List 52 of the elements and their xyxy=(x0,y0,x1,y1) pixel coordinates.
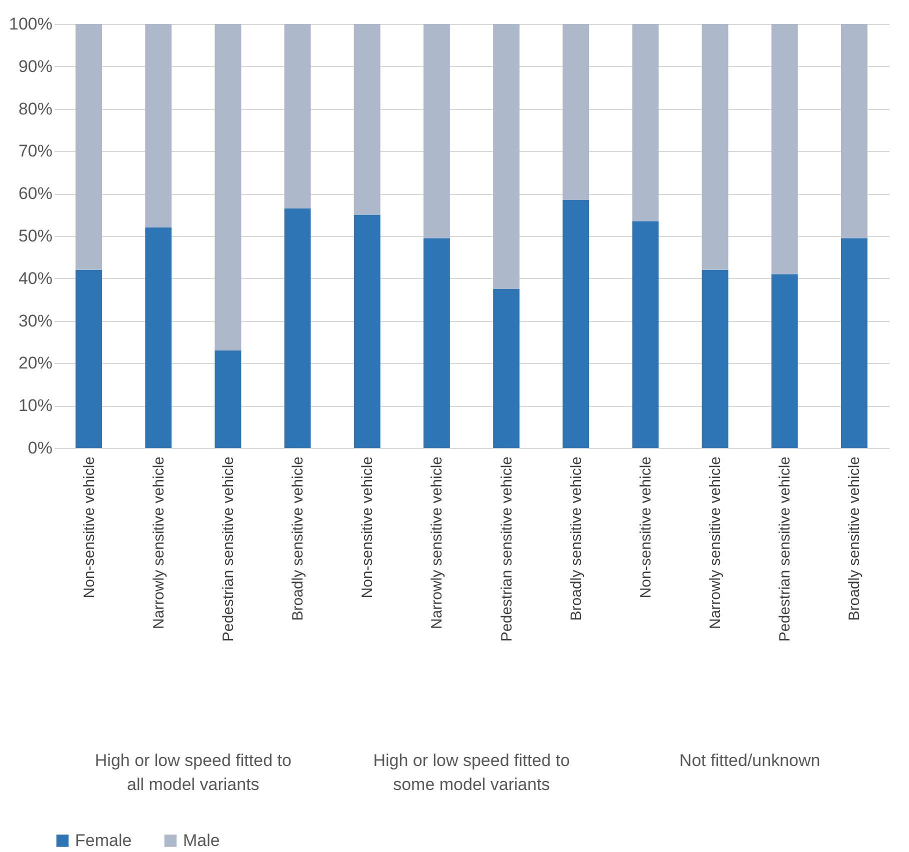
bar xyxy=(284,24,311,208)
y-tick-label: 80% xyxy=(18,99,52,118)
y-tick-label: 40% xyxy=(18,268,52,288)
text: Not fitted/unknown xyxy=(679,751,820,770)
y-tick-label: 50% xyxy=(18,226,52,246)
x-tick-label: Broadly sensitive vehicle xyxy=(290,456,307,621)
x-tick-label: Pedestrian sensitive vehicle xyxy=(498,456,516,642)
x-tick-label: Non-sensitive vehicle xyxy=(359,456,376,598)
bar xyxy=(76,270,102,448)
bar xyxy=(771,274,798,448)
y-tick-label: 30% xyxy=(18,311,52,330)
bar xyxy=(702,270,728,448)
bar xyxy=(562,24,590,200)
x-tick-label: Narrowly sensitive vehicle xyxy=(707,456,724,630)
x-tick-label: Broadly sensitive vehicle xyxy=(568,456,585,621)
bar xyxy=(493,289,520,448)
y-tick-label: 60% xyxy=(18,184,52,204)
x-tick-label: Narrowly sensitive vehicle xyxy=(428,456,446,630)
bar xyxy=(702,24,728,270)
bar xyxy=(840,238,868,448)
x-tick-label: Narrowly sensitive vehicle xyxy=(150,456,168,630)
bar xyxy=(493,24,520,289)
bar xyxy=(214,350,242,448)
bar xyxy=(284,208,311,448)
y-tick-label: 70% xyxy=(18,142,52,161)
bar xyxy=(76,24,102,270)
x-tick-label: Pedestrian sensitive vehicle xyxy=(220,456,237,642)
legend-label: Male xyxy=(183,830,220,850)
x-tick-label: Broadly sensitive vehicle xyxy=(846,456,864,621)
bar xyxy=(354,214,380,448)
y-tick-label: 20% xyxy=(18,354,52,373)
x-tick-label: Non-sensitive vehicle xyxy=(637,456,654,598)
x-tick-label: Non-sensitive vehicle xyxy=(80,456,98,598)
bar xyxy=(632,221,659,448)
bar xyxy=(632,24,659,222)
y-tick-label: 90% xyxy=(18,56,52,76)
y-tick-label: 0% xyxy=(28,438,52,458)
x-tick-label: Pedestrian sensitive vehicle xyxy=(776,456,794,642)
y-tick-label: 100% xyxy=(9,14,52,34)
bar xyxy=(840,24,868,238)
bar xyxy=(354,24,380,215)
bar xyxy=(771,24,798,274)
y-tick-label: 10% xyxy=(18,396,52,416)
legend-label: Female xyxy=(75,830,132,850)
text: High or low speed fitted to some model variants xyxy=(373,751,570,794)
bar xyxy=(562,200,590,448)
bar xyxy=(145,24,172,228)
bar xyxy=(423,24,450,238)
bar xyxy=(214,24,242,350)
text: High or low speed fitted to all model variants xyxy=(94,751,292,794)
bar xyxy=(145,228,172,448)
bar xyxy=(423,238,450,448)
